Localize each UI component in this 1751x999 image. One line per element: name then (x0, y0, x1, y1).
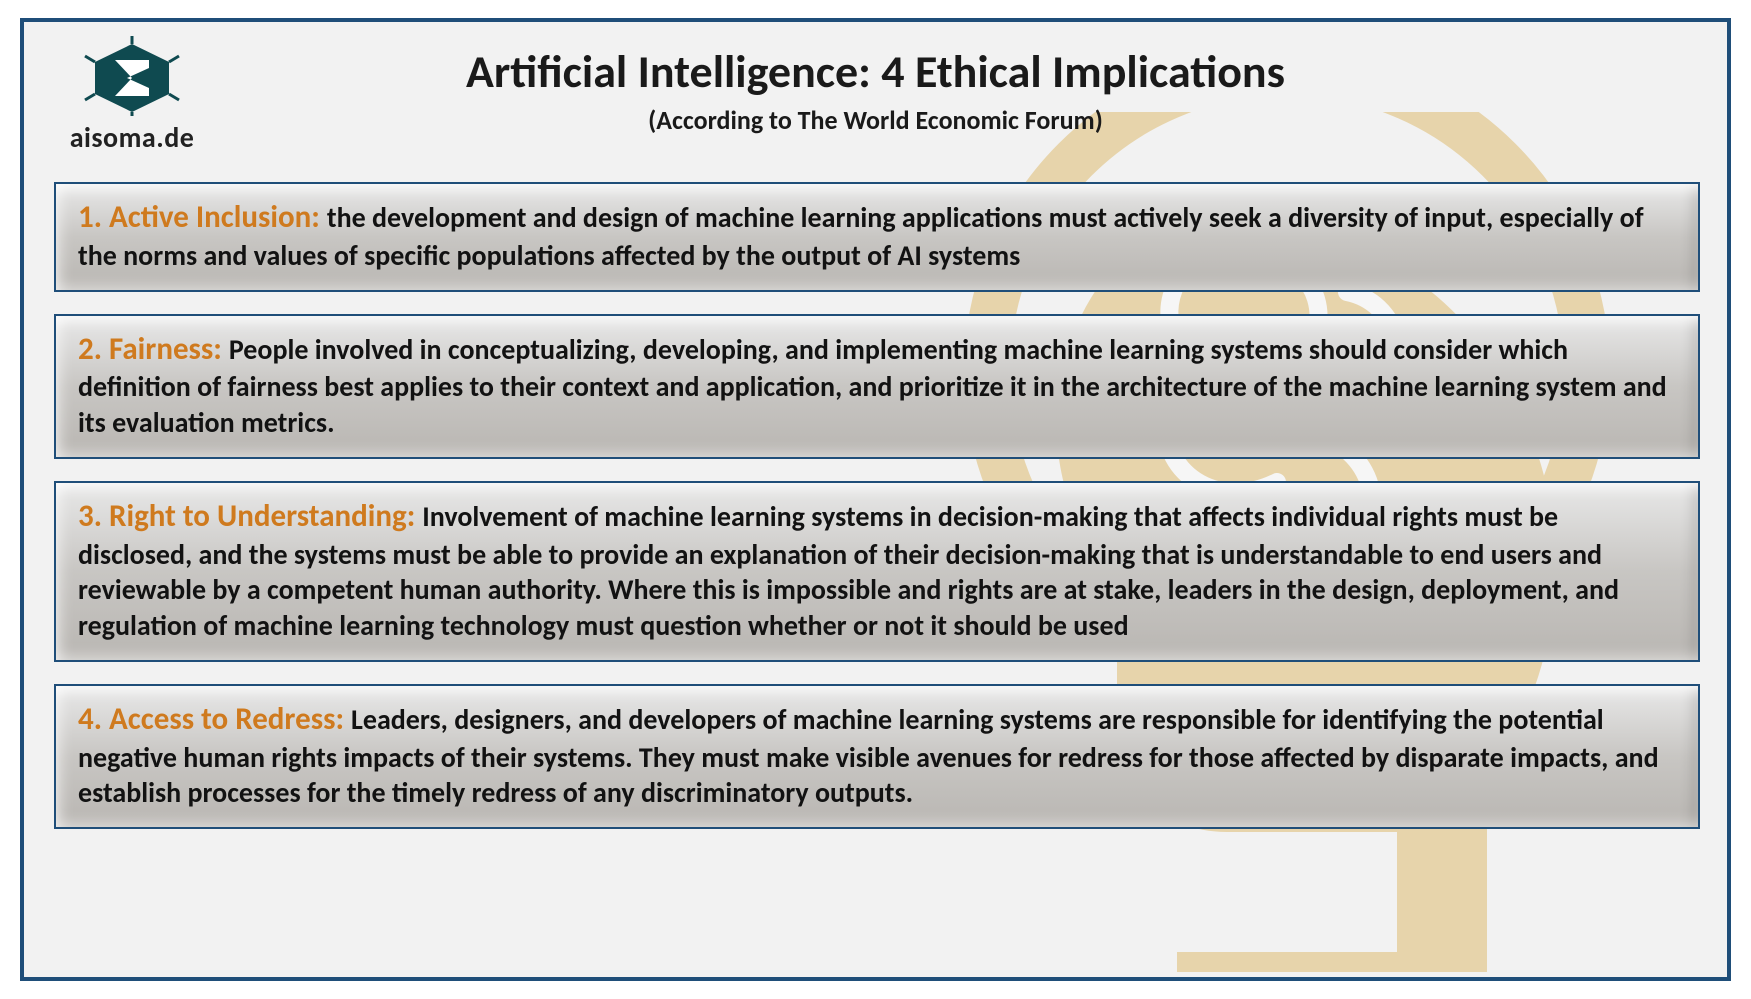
page-title: Artificial Intelligence: 4 Ethical Impli… (24, 44, 1727, 100)
page-subtitle: (According to The World Economic Forum) (24, 104, 1727, 136)
item-lead: 1. Active Inclusion: (78, 198, 327, 236)
item-lead: 2. Fairness: (78, 330, 229, 368)
item-box-4: 4. Access to Redress: Leaders, designers… (54, 684, 1700, 829)
item-box-2: 2. Fairness: People involved in conceptu… (54, 314, 1700, 459)
items-container: 1. Active Inclusion: the development and… (54, 182, 1700, 851)
item-lead: 3. Right to Understanding: (78, 497, 422, 535)
title-block: Artificial Intelligence: 4 Ethical Impli… (24, 44, 1727, 136)
item-box-1: 1. Active Inclusion: the development and… (54, 182, 1700, 292)
item-lead: 4. Access to Redress: (78, 700, 351, 738)
item-box-3: 3. Right to Understanding: Involvement o… (54, 481, 1700, 662)
item-body: People involved in conceptualizing, deve… (78, 332, 1667, 441)
infographic-frame: aisoma.de Artificial Intelligence: 4 Eth… (20, 18, 1731, 981)
